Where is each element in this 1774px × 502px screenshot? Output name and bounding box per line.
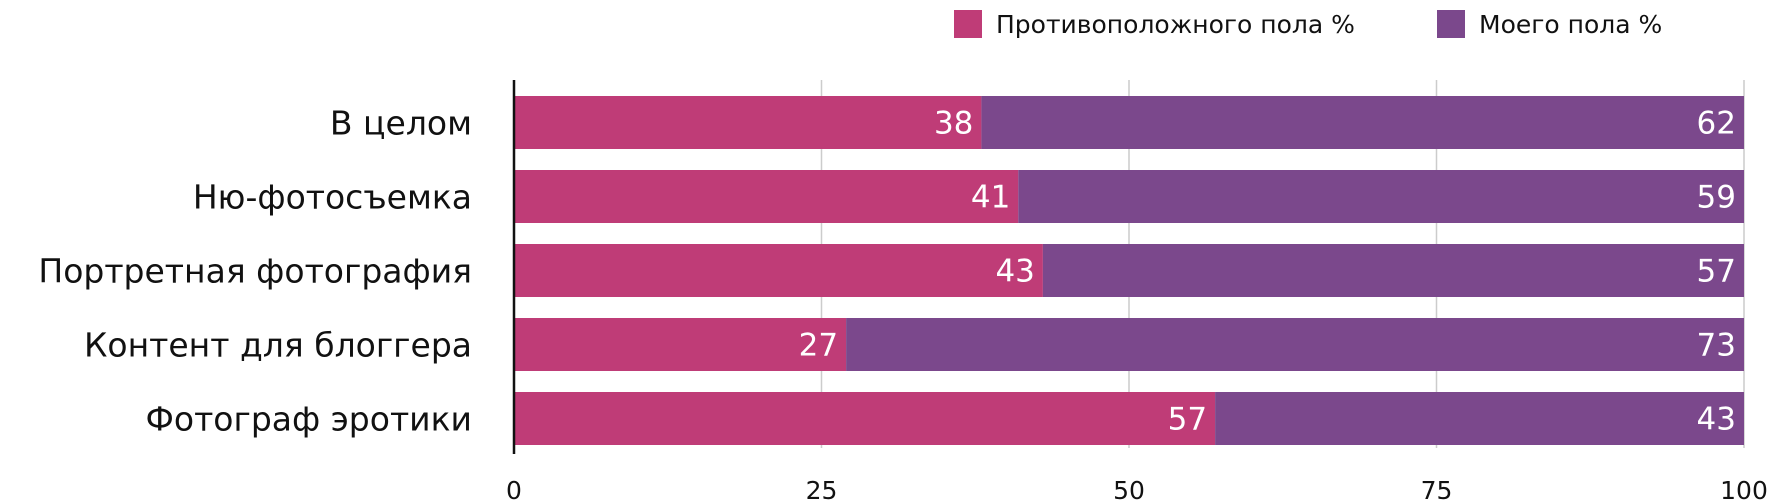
data-label-0-3: 27 xyxy=(799,328,838,364)
data-label-1-1: 59 xyxy=(1697,180,1736,216)
bar-0-4 xyxy=(514,392,1216,445)
category-label-3: Контент для блоггера xyxy=(84,326,472,365)
x-tick-label-4: 100 xyxy=(1720,476,1768,502)
legend-label-1: Моего пола % xyxy=(1479,10,1662,39)
bar-0-2 xyxy=(514,244,1043,297)
legend: Противоположного пола % Моего пола % xyxy=(954,10,1662,39)
legend-swatch-1 xyxy=(1437,10,1465,38)
bar-0-3 xyxy=(514,318,847,371)
data-label-1-4: 43 xyxy=(1697,402,1736,438)
bar-1-1 xyxy=(1018,170,1744,223)
bar-1-3 xyxy=(846,318,1744,371)
bar-1-4 xyxy=(1215,392,1744,445)
data-label-0-1: 41 xyxy=(971,180,1010,216)
bars: 38 62 41 59 43 57 27 73 57 43 xyxy=(514,96,1744,445)
data-label-0-0: 38 xyxy=(934,106,973,142)
bar-1-0 xyxy=(981,96,1744,149)
bar-0-0 xyxy=(514,96,982,149)
x-tick-label-3: 75 xyxy=(1421,476,1453,502)
data-label-1-0: 62 xyxy=(1697,106,1736,142)
x-tick-label-0: 0 xyxy=(506,476,522,502)
category-label-2: Портретная фотография xyxy=(38,252,472,291)
data-label-1-3: 73 xyxy=(1697,328,1736,364)
bar-1-2 xyxy=(1042,244,1744,297)
x-tick-label-2: 50 xyxy=(1113,476,1145,502)
category-label-1: Ню-фотосъемка xyxy=(193,178,472,217)
category-labels: В целом Ню-фотосъемка Портретная фотографи… xyxy=(38,104,472,439)
category-label-0: В целом xyxy=(330,104,472,143)
bar-0-1 xyxy=(514,170,1019,223)
data-label-0-4: 57 xyxy=(1168,402,1207,438)
legend-swatch-0 xyxy=(954,10,982,38)
data-label-1-2: 57 xyxy=(1697,254,1736,290)
category-label-4: Фотограф эротики xyxy=(145,400,472,439)
x-tick-label-1: 25 xyxy=(806,476,838,502)
legend-label-0: Противоположного пола % xyxy=(996,10,1355,39)
data-label-0-2: 43 xyxy=(995,254,1034,290)
x-tick-labels: 0 25 50 75 100 xyxy=(506,476,1768,502)
